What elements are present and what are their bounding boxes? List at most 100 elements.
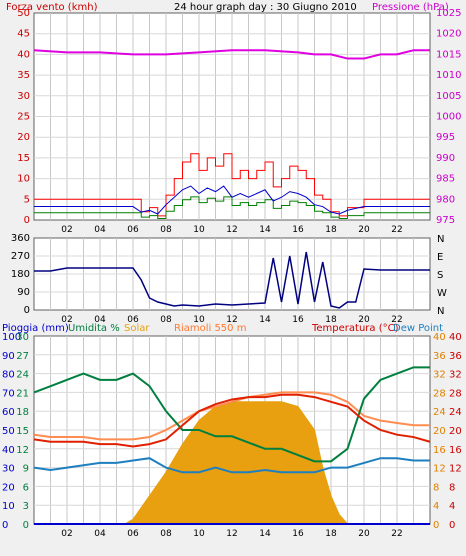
temperature-tick: 24 [433, 407, 446, 418]
pressure-tick: 1015 [436, 49, 461, 60]
humidity-tick: 30 [16, 332, 29, 343]
direction-hour-tick: 16 [292, 315, 304, 325]
riamoli-series [33, 391, 430, 441]
wind-tick: 5 [24, 194, 30, 205]
weather-hour-tick: 06 [127, 529, 139, 539]
direction-tick: 360 [11, 233, 30, 244]
humidity-tick: 27 [16, 351, 29, 362]
rain-axis-title: Pioggia (mm) [2, 323, 69, 334]
pressure-tick: 1020 [436, 29, 461, 40]
dew-point-tick: 40 [449, 332, 462, 343]
weather-hour-tick: 16 [292, 529, 304, 539]
pressure-tick: 995 [436, 132, 455, 143]
wind-hour-tick: 08 [160, 225, 172, 235]
weather-hour-tick: 14 [259, 529, 271, 539]
rain-tick: 70 [2, 388, 15, 399]
temperature-axis-title: Temperatura (°C) [311, 323, 399, 334]
data-series [33, 49, 431, 525]
weather-hour-tick: 10 [193, 529, 205, 539]
pressure-tick: 975 [436, 215, 455, 226]
compass-label: N [437, 234, 444, 245]
wind-avg-series [34, 185, 430, 215]
pressure-series [33, 49, 430, 60]
riamoli-legend: Riamoli 550 m [174, 323, 246, 334]
wind-hour-tick: 04 [94, 225, 106, 235]
temperature-tick: 28 [433, 388, 446, 399]
weather-hour-tick: 04 [94, 529, 106, 539]
wind-hour-tick: 22 [391, 225, 402, 235]
temperature-tick: 0 [433, 520, 439, 531]
pressure-tick: 1000 [436, 112, 461, 123]
temperature-tick: 36 [433, 351, 446, 362]
wind-hour-tick: 06 [127, 225, 139, 235]
rain-tick: 10 [2, 501, 15, 512]
dew-point-tick: 16 [449, 445, 462, 456]
temperature-tick: 4 [433, 501, 439, 512]
temperature-tick: 8 [433, 482, 439, 493]
direction-hour-tick: 14 [259, 315, 271, 325]
humidity-series [33, 366, 430, 463]
direction-hour-tick: 04 [94, 315, 106, 325]
wind-hour-tick: 10 [193, 225, 205, 235]
direction-hour-tick: 22 [391, 315, 402, 325]
humidity-tick: 24 [16, 370, 29, 381]
rain-tick: 50 [2, 426, 15, 437]
temperature-tick: 12 [433, 464, 446, 475]
pressure-tick: 1025 [436, 8, 461, 19]
wind-hour-tick: 14 [259, 225, 271, 235]
humidity-tick: 3 [23, 501, 29, 512]
solar-legend: Solar [124, 323, 150, 334]
compass-label: S [437, 270, 443, 281]
wind-hour-tick: 18 [325, 225, 337, 235]
weather-hour-tick: 12 [226, 529, 237, 539]
wind-tick: 50 [17, 8, 30, 19]
temperature-tick: 20 [433, 426, 446, 437]
pressure-tick: 980 [436, 194, 455, 205]
humidity-tick: 21 [16, 388, 29, 399]
wind-direction-series [34, 251, 430, 309]
wind-hour-tick: 12 [226, 225, 237, 235]
temperature-tick: 16 [433, 445, 446, 456]
compass-label: W [437, 288, 447, 299]
rain-tick: 90 [2, 351, 15, 362]
temperature-series [33, 393, 431, 448]
dew-point-axis-title: Dew Point [393, 323, 443, 334]
wind-tick: 20 [17, 132, 30, 143]
direction-hour-tick: 12 [226, 315, 237, 325]
wind-hour-tick: 16 [292, 225, 304, 235]
humidity-tick: 6 [23, 482, 29, 493]
direction-hour-tick: 20 [358, 315, 370, 325]
rain-tick: 30 [2, 464, 15, 475]
direction-tick: 180 [11, 269, 30, 280]
direction-hour-tick: 10 [193, 315, 205, 325]
rain-tick: 40 [2, 445, 15, 456]
direction-hour-tick: 06 [127, 315, 139, 325]
direction-tick: 270 [11, 251, 30, 262]
weather-hour-tick: 20 [358, 529, 370, 539]
humidity-axis-title: Umidita % [68, 323, 120, 334]
compass-label: E [437, 252, 443, 263]
direction-tick: 0 [24, 305, 30, 316]
weather-hour-tick: 02 [61, 529, 72, 539]
wind-tick: 45 [17, 29, 30, 40]
solar-series [34, 401, 430, 525]
pressure-tick: 1010 [436, 70, 461, 81]
wind-tick: 15 [17, 153, 30, 164]
wind-gust-series [34, 153, 430, 217]
dew-point-tick: 24 [449, 407, 462, 418]
chart-title: 24 hour graph day : 30 Giugno 2010 [174, 2, 357, 13]
wind-tick: 10 [17, 174, 30, 185]
humidity-tick: 15 [16, 426, 29, 437]
wind-tick: 25 [17, 112, 30, 123]
pressure-tick: 1005 [436, 91, 461, 102]
pressure-axis-title: Pressione (hPa) [372, 2, 449, 13]
weather-hour-tick: 18 [325, 529, 337, 539]
humidity-tick: 0 [23, 520, 29, 531]
dew-point-tick: 32 [449, 370, 462, 381]
wind-tick: 40 [17, 49, 30, 60]
weather-hour-tick: 08 [160, 529, 172, 539]
direction-hour-tick: 02 [61, 315, 72, 325]
